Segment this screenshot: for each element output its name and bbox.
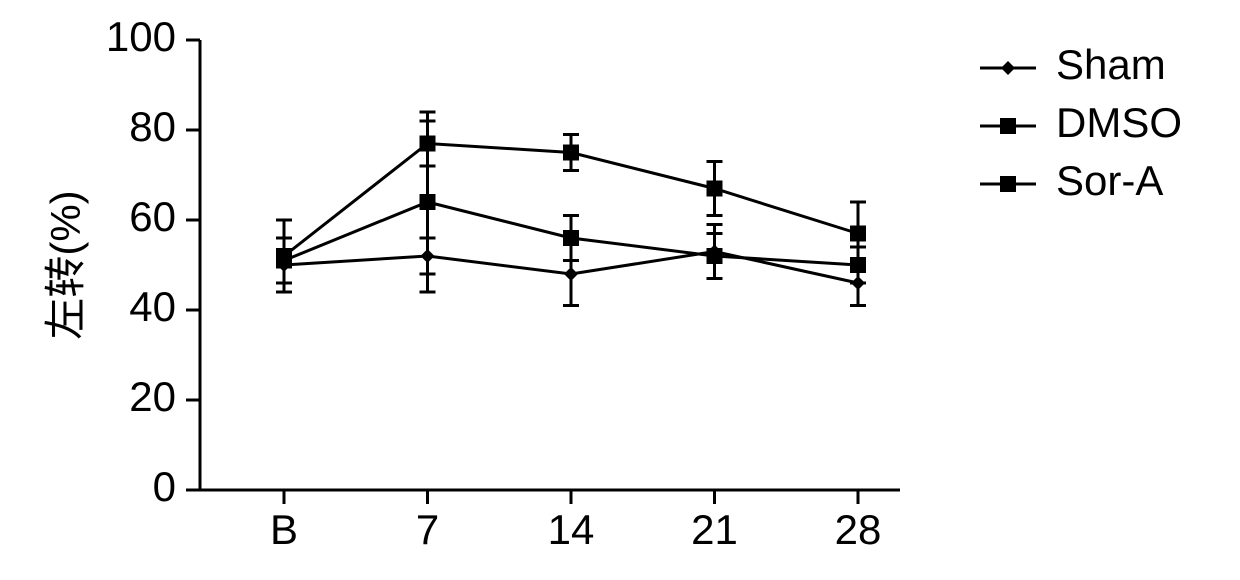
marker-square (1000, 118, 1016, 134)
marker-square (276, 253, 292, 269)
marker-square (850, 257, 866, 273)
y-axis-label: 左转(%) (42, 190, 89, 339)
y-tick-label: 80 (129, 103, 176, 150)
x-tick-label: 14 (548, 506, 595, 553)
y-tick-label: 40 (129, 283, 176, 330)
y-tick-label: 0 (153, 463, 176, 510)
marker-square (707, 181, 723, 197)
y-tick-label: 60 (129, 193, 176, 240)
x-tick-label: B (270, 506, 298, 553)
marker-square (420, 194, 436, 210)
legend-item: Sham (980, 41, 1166, 88)
y-tick-label: 20 (129, 373, 176, 420)
x-tick-label: 21 (691, 506, 738, 553)
marker-diamond (564, 267, 578, 281)
x-tick-label: 7 (416, 506, 439, 553)
x-tick-label: 28 (835, 506, 882, 553)
marker-square (850, 226, 866, 242)
legend-item: DMSO (980, 99, 1182, 146)
legend-label: DMSO (1056, 99, 1182, 146)
legend-label: Sham (1056, 41, 1166, 88)
y-tick-label: 100 (106, 13, 176, 60)
marker-square (1000, 176, 1016, 192)
marker-square (707, 248, 723, 264)
legend-label: Sor-A (1056, 157, 1163, 204)
marker-square (563, 145, 579, 161)
line-chart: 0 20 40 60 80 100 B 7 14 21 28 左转(%) Sham DMSO Sor-A (0, 0, 1240, 580)
chart-container: 0 20 40 60 80 100 B 7 14 21 28 左转(%) Sham DMSO Sor-A (0, 0, 1240, 580)
marker-diamond (1001, 61, 1015, 75)
marker-square (563, 230, 579, 246)
legend-item: Sor-A (980, 157, 1163, 204)
